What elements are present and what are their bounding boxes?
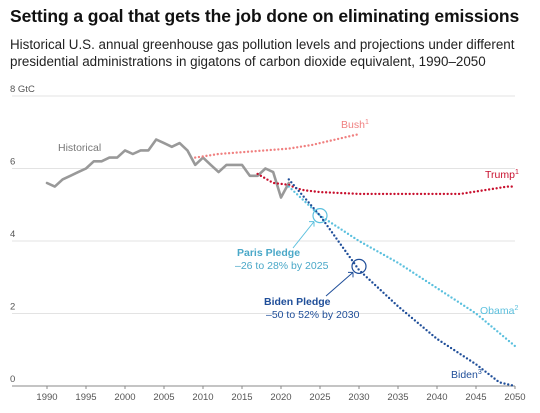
x-tick-label: 2040 xyxy=(426,392,447,403)
label-biden-pledge-title: Biden Pledge xyxy=(264,296,331,308)
label-historical: Historical xyxy=(58,142,101,154)
x-tick-label: 2010 xyxy=(192,392,213,403)
pledge-marker xyxy=(312,208,328,224)
y-tick-label: 0 xyxy=(10,374,15,385)
x-tick-label: 2030 xyxy=(348,392,369,403)
chart-subtitle: Historical U.S. annual greenhouse gas po… xyxy=(10,37,515,69)
series-line-biden xyxy=(287,178,517,388)
footnote-mark: 2 xyxy=(514,305,518,312)
series-line-obama xyxy=(287,185,517,348)
x-tick-label: 2000 xyxy=(114,392,135,403)
label-paris-sub: –26 to 28% by 2025 xyxy=(235,260,329,272)
series-line-trump xyxy=(256,172,517,196)
y-tick-label: 2 xyxy=(10,302,15,313)
grid-lines xyxy=(12,95,515,387)
paris-leader-line xyxy=(292,221,315,249)
paris-arrowhead xyxy=(309,221,315,227)
x-tick-label: 2015 xyxy=(231,392,252,403)
label-obama: Obama2 xyxy=(480,305,518,317)
series-labels: Historical Paris Pledge –26 to 28% by 20… xyxy=(58,119,519,381)
biden-arrowhead xyxy=(348,271,354,278)
x-tick-label: 1995 xyxy=(75,392,96,403)
label-biden: Biden3 xyxy=(451,369,482,381)
y-tick-label: 8 GtC xyxy=(10,84,35,95)
chart-title: Setting a goal that gets the job done on… xyxy=(10,6,520,26)
x-tick-label: 2025 xyxy=(309,392,330,403)
label-paris-title: Paris Pledge xyxy=(237,247,300,259)
x-tick-label: 2005 xyxy=(153,392,174,403)
y-tick-label: 6 xyxy=(10,157,15,168)
series-lines xyxy=(45,132,517,388)
footnote-mark: 3 xyxy=(478,369,482,376)
x-tick-label: 2045 xyxy=(465,392,486,403)
axis-ticks: 0 2 4 6 8 GtC 1990 1995 2000 2005 2010 2015 2020 202… xyxy=(10,84,526,403)
biden-leader-line xyxy=(325,271,354,297)
footnote-mark: 1 xyxy=(515,169,519,176)
series-line-historical xyxy=(45,138,291,199)
pledge-marker xyxy=(351,258,367,274)
label-biden-pledge-sub: –50 to 52% by 2030 xyxy=(266,309,360,321)
x-tick-label: 2035 xyxy=(387,392,408,403)
x-tick-label: 2050 xyxy=(504,392,525,403)
footnote-mark: 1 xyxy=(365,119,369,126)
y-tick-label: 4 xyxy=(10,229,15,240)
label-trump: Trump1 xyxy=(485,169,519,181)
x-tick-label: 2020 xyxy=(270,392,291,403)
pledge-markers xyxy=(292,208,367,297)
x-tick-label: 1990 xyxy=(36,392,57,403)
series-line-bush xyxy=(193,132,361,159)
label-bush: Bush1 xyxy=(341,119,369,131)
